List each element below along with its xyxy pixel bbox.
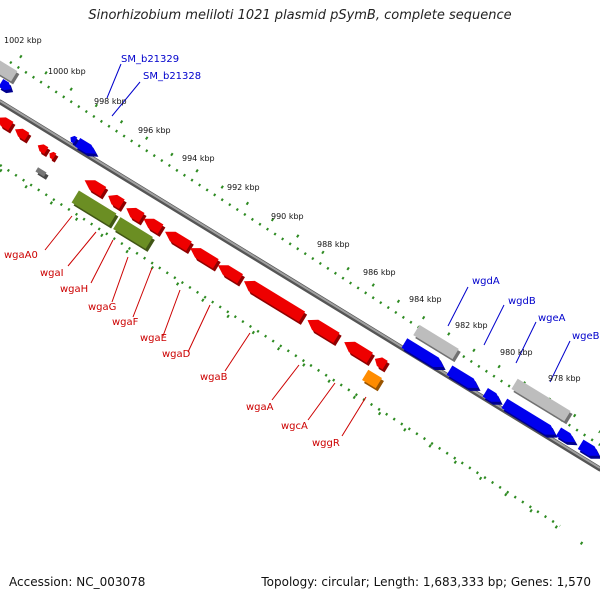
inner-tick-ring — [0, 163, 600, 557]
scale-label: 998 kbp — [94, 97, 127, 106]
gene-label: wgdB — [508, 296, 536, 307]
scale-labels: 1002 kbp 1000 kbp 998 kbp 996 kbp 994 kb… — [4, 36, 581, 383]
scale-label: 986 kbp — [363, 268, 396, 277]
uncharacterized-gene — [413, 324, 461, 363]
reverse-gene-arrow — [37, 144, 51, 158]
reverse-gene-arrow — [165, 231, 194, 254]
cog-gene-block — [113, 217, 155, 252]
gene-label: wgaB — [200, 372, 228, 383]
reverse-gene-arrow — [243, 280, 308, 325]
gene-label: wgcA — [281, 421, 308, 432]
forward-gene-arrow — [401, 338, 446, 371]
reverse-gene-arrow — [0, 117, 16, 134]
scale-label: 1002 kbp — [4, 36, 42, 45]
gene-label: wgaI — [40, 268, 64, 279]
gene-label: wgeB — [572, 331, 600, 342]
other-gene-block — [362, 369, 384, 392]
gene-label: wgaD — [162, 349, 191, 360]
gene-label: wgaE — [140, 333, 167, 344]
reverse-gene-arrow — [126, 207, 147, 226]
forward-gene-arrow — [501, 398, 558, 438]
gene-label: wgeA — [538, 313, 566, 324]
reverse-gene-arrow — [190, 248, 221, 272]
label-connectors — [44, 63, 571, 437]
scale-label: 994 kbp — [182, 154, 215, 163]
scale-label: 988 kbp — [317, 240, 350, 249]
forward-gene-arrow — [482, 388, 503, 405]
forward-gene-arrow — [0, 79, 14, 94]
forward-gene-arrow — [75, 137, 99, 157]
scale-label: 1000 kbp — [48, 67, 86, 76]
gene-label: wgaA — [246, 402, 274, 413]
genome-summary-text: Topology: circular; Length: 1,683,333 bp… — [261, 575, 591, 589]
gene-label: wgaA0 — [4, 250, 38, 261]
uncharacterized-gene — [511, 378, 573, 425]
scale-label: 978 kbp — [548, 374, 581, 383]
scale-label: 982 kbp — [455, 321, 488, 330]
forward-gene-arrow — [555, 427, 578, 446]
gene-label: wgdA — [472, 276, 500, 287]
forward-gene-arrow — [577, 439, 600, 459]
gene-label: wggR — [312, 438, 340, 449]
gene-label: wgaF — [112, 317, 139, 328]
reverse-gene-arrow — [143, 218, 166, 237]
reverse-gene-arrow — [49, 151, 59, 163]
reverse-gene-arrow — [307, 319, 342, 346]
gene-label: SM_b21328 — [143, 71, 201, 82]
reverse-gene-arrow — [374, 357, 390, 373]
gene-label: SM_b21329 — [121, 54, 179, 65]
scale-label: 992 kbp — [227, 183, 260, 192]
reverse-gene-arrow — [344, 341, 375, 366]
scale-label: 984 kbp — [409, 295, 442, 304]
map-title: Sinorhizobium meliloti 1021 plasmid pSym… — [88, 8, 512, 23]
genome-backbone — [0, 99, 600, 472]
cog-gene-block — [71, 190, 119, 229]
accession-text: Accession: NC_003078 — [9, 575, 146, 589]
forward-gene-arrow — [70, 135, 80, 147]
gene-label: wgaH — [60, 284, 88, 295]
reverse-gene-arrow — [84, 180, 109, 200]
scale-label: 990 kbp — [271, 212, 304, 221]
uncharacterized-gene — [0, 60, 20, 85]
forward-gene-arrow — [446, 365, 481, 391]
reverse-gene-arrow — [217, 265, 245, 287]
uncharacterized-gene — [35, 167, 49, 180]
reverse-gene-arrow — [108, 194, 127, 212]
forward-gene-labels: SM_b21329 SM_b21328 wgdA wgdB wgeA wgeB — [121, 54, 600, 342]
reverse-gene-labels: wgaA0 wgaI wgaH wgaG wgaF wgaE wgaD wgaB… — [4, 250, 340, 449]
scale-label: 980 kbp — [500, 348, 533, 357]
reverse-gene-arrow — [15, 128, 32, 144]
scale-label: 996 kbp — [138, 126, 171, 135]
outer-tick-ring — [9, 54, 600, 447]
gene-label: wgaG — [88, 302, 116, 313]
